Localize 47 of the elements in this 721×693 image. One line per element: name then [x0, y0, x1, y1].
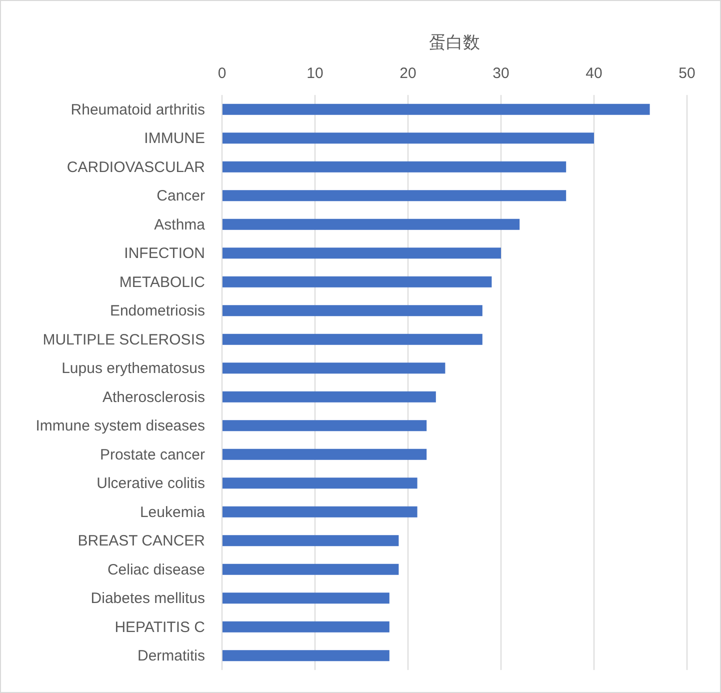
- y-tick-label: Asthma: [154, 216, 206, 234]
- y-tick-label: INFECTION: [124, 245, 205, 262]
- bar: [222, 535, 399, 546]
- y-tick-label: Dermatitis: [137, 648, 205, 665]
- y-tick-label: Celiac disease: [107, 561, 205, 578]
- bar: [222, 478, 418, 489]
- y-tick-label: Immune system diseases: [36, 418, 205, 435]
- y-tick-label: Endometriosis: [110, 302, 205, 320]
- y-tick-label: Rheumatoid arthritis: [70, 101, 205, 118]
- x-tick-label: 0: [218, 65, 226, 82]
- bar: [222, 276, 492, 288]
- y-tick-label: Ulcerative colitis: [96, 475, 205, 492]
- x-tick-label: 50: [678, 65, 696, 82]
- bar: [222, 362, 446, 374]
- x-tick-label: 10: [306, 65, 324, 82]
- x-tick-label: 40: [586, 65, 602, 82]
- bar: [222, 190, 566, 202]
- bar: [222, 218, 520, 230]
- bar: [222, 448, 427, 460]
- bar: [222, 132, 594, 144]
- y-tick-label: IMMUNE: [144, 130, 205, 148]
- y-tick-label: Cancer: [156, 188, 205, 205]
- bar: [222, 391, 436, 402]
- bar: [222, 334, 482, 345]
- bar: [222, 248, 501, 259]
- y-tick-label: MULTIPLE SCLEROSIS: [42, 331, 205, 348]
- y-tick-label: METABOLIC: [119, 274, 206, 291]
- bar: [222, 305, 482, 316]
- x-tick-label: 20: [400, 65, 416, 82]
- bar: [222, 592, 390, 604]
- y-tick-label: Prostate cancer: [100, 446, 205, 464]
- bar: [222, 420, 427, 432]
- y-tick-label: CARDIOVASCULAR: [66, 158, 206, 176]
- bar: [222, 506, 418, 518]
- y-tick-label: Leukemia: [140, 504, 206, 521]
- y-tick-label: Atherosclerosis: [102, 388, 205, 406]
- bar: [222, 621, 390, 632]
- bar: [222, 650, 390, 662]
- y-tick-label: Diabetes mellitus: [90, 590, 205, 608]
- y-tick-label: Lupus erythematosus: [62, 360, 205, 378]
- bar: [222, 104, 650, 115]
- x-tick-label: 30: [492, 65, 510, 82]
- y-tick-label: HEPATITIS C: [114, 618, 206, 636]
- y-tick-label: BREAST CANCER: [78, 532, 206, 550]
- bar: [222, 161, 566, 172]
- bar: [222, 564, 399, 575]
- x-axis-title: 蛋白数: [429, 33, 480, 52]
